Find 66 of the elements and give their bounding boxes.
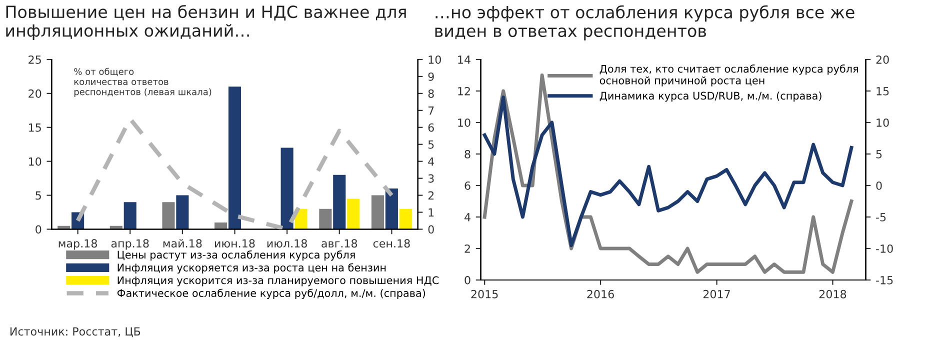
y2-tick-label: 9: [428, 72, 434, 81]
y2-tick-label: 3: [428, 174, 434, 183]
bar: [371, 195, 384, 230]
y2-tick-label: 7: [428, 106, 434, 115]
legend-label: Доля тех, кто считает ослабление курса рубля основной причиной роста цен: [600, 64, 858, 86]
bar: [399, 208, 412, 230]
x-tick-label: сен.18: [373, 239, 410, 248]
legend-label: Динамика курса USD/RUB, м./м. (справа): [600, 92, 822, 102]
x-tick-label: 2017: [703, 290, 730, 298]
bar: [124, 202, 136, 230]
legend-label: Инфляция ускорится из-за планируемого повышения НДС: [118, 276, 439, 286]
legend-label: Цены растут из-за ослабления курса рубля: [118, 250, 355, 261]
y2-tick-label: -10: [876, 244, 893, 253]
x-tick-label: июл.18: [267, 239, 307, 248]
y-tick-label: 12: [458, 86, 470, 96]
x-tick-label: 2015: [471, 290, 498, 298]
x-tick-label: мар.18: [58, 239, 97, 250]
bar: [385, 188, 398, 230]
chart-title: …но эффект от ослабления курса рубля все же виден в ответах респондентов: [435, 5, 854, 40]
bar: [347, 198, 360, 230]
legend-label: Инфляция ускоряется из-за роста цен на бензин: [118, 263, 386, 274]
legend-label: Фактическое ослабление курса руб/долл, м./м. (справа): [117, 288, 426, 300]
y2-tick-label: 0: [428, 225, 434, 234]
y-tick-label: 0: [464, 276, 470, 284]
y2-tick-label: 1: [428, 208, 434, 216]
y2-tick-label: 2: [428, 191, 434, 200]
y-tick-label: 2: [464, 244, 470, 253]
bar: [176, 195, 189, 230]
x-tick-label: июн.18: [215, 239, 255, 248]
y-tick-label: 4: [464, 213, 470, 222]
annotation: % от общего количества ответов респондентов (левая шкала): [74, 68, 212, 97]
bar: [280, 148, 294, 230]
y-tick-label: 5: [36, 191, 41, 200]
y-tick-label: 14: [458, 56, 470, 64]
y-tick-label: 10: [458, 118, 470, 127]
y-tick-label: 25: [28, 55, 41, 64]
y2-tick-label: 8: [428, 89, 434, 98]
y2-tick-label: 20: [876, 55, 889, 64]
y2-tick-label: 0: [876, 181, 882, 190]
y-tick-label: 8: [464, 150, 470, 158]
x-tick-label: апр.18: [111, 239, 149, 250]
x-tick-label: май.18: [163, 239, 202, 248]
bar: [333, 174, 346, 230]
y2-tick-label: 6: [428, 123, 434, 132]
y-tick-label: 10: [29, 157, 42, 166]
chart-title: Повышение цен на бензин и НДС важнее для инфляционных ожиданий…: [6, 4, 406, 40]
y2-tick-label: 10: [428, 55, 441, 64]
line-series: [76, 116, 394, 230]
x-tick-label: 2016: [587, 290, 614, 298]
y2-tick-label: 4: [428, 157, 434, 166]
y2-tick-label: -5: [876, 213, 886, 222]
x-tick-label: авг.18: [322, 239, 358, 248]
y-tick-label: 0: [36, 225, 42, 234]
y2-tick-label: 15: [876, 87, 889, 96]
y2-tick-label: 5: [428, 140, 434, 149]
bar: [162, 202, 175, 230]
y2-tick-label: 5: [876, 150, 882, 158]
bar: [319, 208, 332, 230]
text: Источник: Росстат, ЦБ: [10, 327, 140, 338]
bar: [228, 86, 242, 230]
y-tick-label: 6: [464, 181, 470, 190]
y-tick-label: 20: [28, 89, 42, 98]
y2-tick-label: 10: [876, 118, 889, 127]
y-tick-label: 15: [29, 124, 41, 132]
y2-tick-label: -15: [876, 276, 893, 284]
x-tick-label: 2018: [819, 290, 846, 298]
